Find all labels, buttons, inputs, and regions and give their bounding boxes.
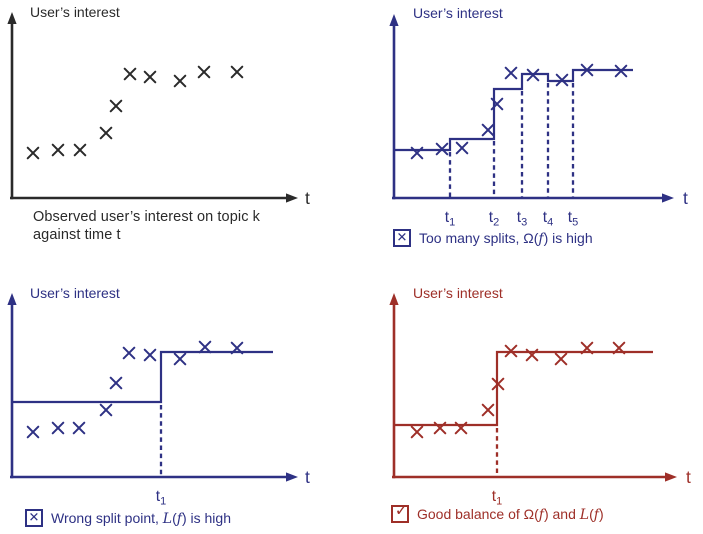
data-point-x-mark	[197, 65, 211, 79]
data-point-x-mark	[491, 377, 505, 391]
data-point-x-mark	[454, 421, 468, 435]
caption-line: against time t	[33, 227, 121, 243]
data-point-x-mark	[99, 126, 113, 140]
data-point-x-mark	[122, 346, 136, 360]
panel-too-many-splits: User’s interest t t1 t2 t3 t4 t5 ✕ Too many spl…	[352, 0, 703, 267]
data-point-x-mark	[123, 67, 137, 81]
x-axis-label: t	[305, 467, 310, 487]
data-point-x-mark	[504, 66, 518, 80]
data-point-x-mark	[51, 421, 65, 435]
caption-text: Too many splits, Ω(f) is high	[419, 229, 593, 247]
data-point-x-mark	[143, 348, 157, 362]
data-point-x-mark	[481, 403, 495, 417]
y-axis-arrowhead-icon	[389, 293, 399, 305]
data-point-x-mark	[455, 141, 469, 155]
caption-text: Good balance of Ω(f) and L(f)	[417, 505, 604, 523]
x-mark-box-icon: ✕	[393, 229, 411, 247]
y-axis-title: User’s interest	[30, 4, 120, 20]
y-axis-title: User’s interest	[413, 5, 503, 21]
split-time-label: t5	[568, 209, 578, 229]
panel-good-balance: User’s interest t t1 ✓ Good balance of Ω(f)…	[352, 267, 703, 534]
data-point-x-mark	[580, 341, 594, 355]
x-axis-label: t	[305, 188, 310, 208]
data-point-x-mark	[433, 421, 447, 435]
data-point-x-mark	[73, 143, 87, 157]
x-axis-arrowhead-icon	[662, 193, 674, 203]
wrong-split-step-chart: User’s interest t t1	[7, 285, 310, 508]
too-many-splits-step-chart: User’s interest t t1 t2 t3 t4 t5	[389, 5, 688, 229]
data-point-x-mark	[99, 403, 113, 417]
good-balance-step-chart: User’s interest t t1	[389, 285, 691, 508]
caption-line: Observed user’s interest on topic k	[33, 209, 261, 225]
data-point-x-mark	[173, 352, 187, 366]
y-axis-arrowhead-icon	[389, 14, 399, 26]
data-point-x-mark	[230, 341, 244, 355]
split-time-label: t1	[156, 488, 166, 508]
step-function-line	[394, 350, 653, 427]
data-point-x-mark	[51, 143, 65, 157]
step-function-line	[394, 68, 633, 152]
data-point-x-mark	[435, 142, 449, 156]
x-axis-arrowhead-icon	[286, 472, 298, 482]
data-point-x-mark	[555, 73, 569, 87]
data-point-x-mark	[504, 344, 518, 358]
data-point-x-mark	[143, 70, 157, 84]
y-axis-arrowhead-icon	[7, 12, 17, 24]
x-axis-arrowhead-icon	[665, 472, 677, 482]
data-point-x-mark	[612, 341, 626, 355]
data-point-x-mark	[173, 74, 187, 88]
data-point-x-mark	[410, 146, 424, 160]
data-point-x-mark	[614, 64, 628, 78]
data-point-x-mark	[481, 123, 495, 137]
y-axis-title: User’s interest	[413, 285, 503, 301]
step-function-line	[12, 350, 273, 404]
data-point-x-mark	[490, 97, 504, 111]
x-mark-box-icon: ✕	[25, 509, 43, 527]
data-point-x-mark	[525, 348, 539, 362]
wrong-split-caption: ✕ Wrong split point, L(f) is high	[25, 509, 231, 527]
split-time-label: t4	[543, 209, 553, 229]
panel-wrong-split-point: User’s interest t t1 ✕ Wrong split point, L…	[0, 267, 352, 534]
data-point-x-mark	[580, 63, 594, 77]
data-point-x-mark	[26, 146, 40, 160]
split-time-label: t3	[517, 209, 527, 229]
x-axis-arrowhead-icon	[286, 193, 298, 203]
data-point-x-mark	[230, 65, 244, 79]
data-point-x-mark	[410, 425, 424, 439]
data-point-x-mark	[26, 425, 40, 439]
data-point-x-mark	[72, 421, 86, 435]
data-point-x-mark	[198, 340, 212, 354]
y-axis-arrowhead-icon	[7, 293, 17, 305]
split-time-label: t2	[489, 209, 499, 229]
observed-scatter-chart: User’s interest t	[7, 4, 310, 208]
too-many-splits-caption: ✕ Too many splits, Ω(f) is high	[393, 229, 593, 247]
split-time-label: t1	[445, 209, 455, 229]
data-point-x-mark	[554, 352, 568, 366]
data-point-x-mark	[109, 99, 123, 113]
y-axis-title: User’s interest	[30, 285, 120, 301]
observed-caption: Observed user’s interest on topic k again…	[33, 208, 260, 244]
caption-text: Wrong split point, L(f) is high	[51, 509, 231, 527]
x-axis-label: t	[683, 188, 688, 208]
good-balance-caption: ✓ Good balance of Ω(f) and L(f)	[391, 503, 604, 523]
panel-observed-data: User’s interest t Observed user’s interes…	[0, 0, 352, 267]
x-axis-label: t	[686, 467, 691, 487]
data-point-x-mark	[526, 68, 540, 82]
split-time-label: t1	[492, 488, 502, 508]
data-point-x-mark	[109, 376, 123, 390]
checkmark-box-icon: ✓	[391, 503, 409, 523]
